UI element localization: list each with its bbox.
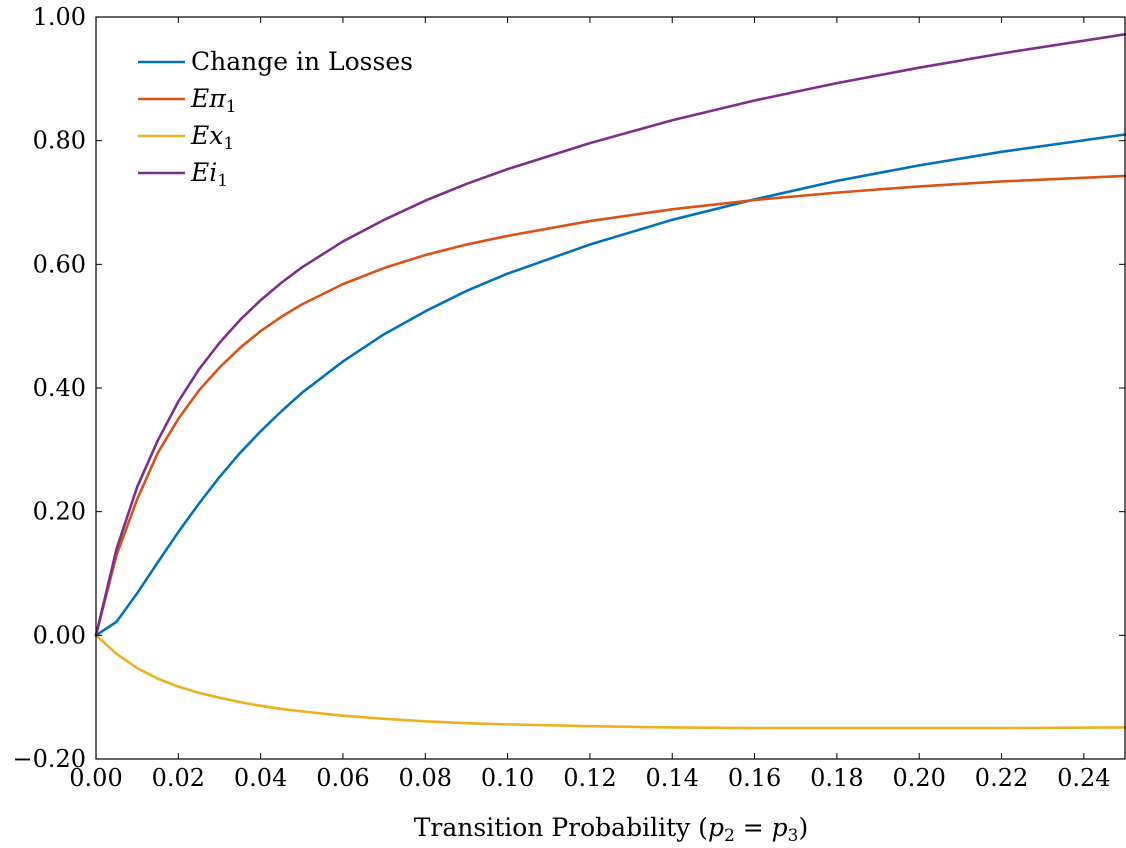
- y-tick-label: 0.20: [33, 498, 86, 526]
- series-line-1: [94, 133, 1126, 637]
- x-tick-label: 0.20: [892, 764, 945, 792]
- x-tick-label: 0.24: [1057, 764, 1110, 792]
- x-axis-title: Transition Probability (p2 = p3): [414, 813, 809, 846]
- y-tick-label: 0.40: [33, 374, 86, 402]
- x-tick-label: 0.16: [728, 764, 781, 792]
- x-tick-label: 0.04: [234, 764, 287, 792]
- y-tick-label: −0.20: [12, 745, 86, 773]
- series-line-3: [94, 634, 1126, 730]
- x-axis: 0.00 0.02 0.04 0.06 0.08 0.10 0.12 0.14 0.16 0.18…: [69, 17, 1111, 792]
- legend-label-2: Eπ1: [190, 84, 237, 117]
- y-axis: −0.20 0.00 0.20 0.40 0.60 0.80 1.00: [12, 3, 1125, 773]
- y-tick-label: 0.00: [33, 621, 86, 649]
- x-tick-label: 0.10: [481, 764, 534, 792]
- legend-label-4: Ei1: [190, 158, 228, 191]
- x-tick-label: 0.08: [399, 764, 452, 792]
- series-line-4: [94, 33, 1126, 637]
- x-tick-label: 0.06: [316, 764, 369, 792]
- x-tick-label: 0.18: [810, 764, 863, 792]
- y-tick-label: 0.80: [33, 127, 86, 155]
- x-tick-label: 0.14: [646, 764, 699, 792]
- series-line-2: [94, 174, 1126, 637]
- x-tick-label: 0.00: [69, 764, 122, 792]
- legend-label-1: Change in Losses: [191, 47, 413, 76]
- x-tick-label: 0.12: [563, 764, 616, 792]
- plot-lines: [94, 33, 1126, 730]
- y-tick-label: 0.60: [33, 250, 86, 278]
- legend-label-3: Ex1: [190, 121, 234, 154]
- y-tick-label: 1.00: [33, 3, 86, 31]
- plot-frame: [95, 16, 1126, 760]
- x-tick-label: 0.02: [152, 764, 205, 792]
- legend: Change in Losses Eπ1 Ex1 Ei1: [138, 47, 413, 191]
- x-tick-label: 0.22: [975, 764, 1028, 792]
